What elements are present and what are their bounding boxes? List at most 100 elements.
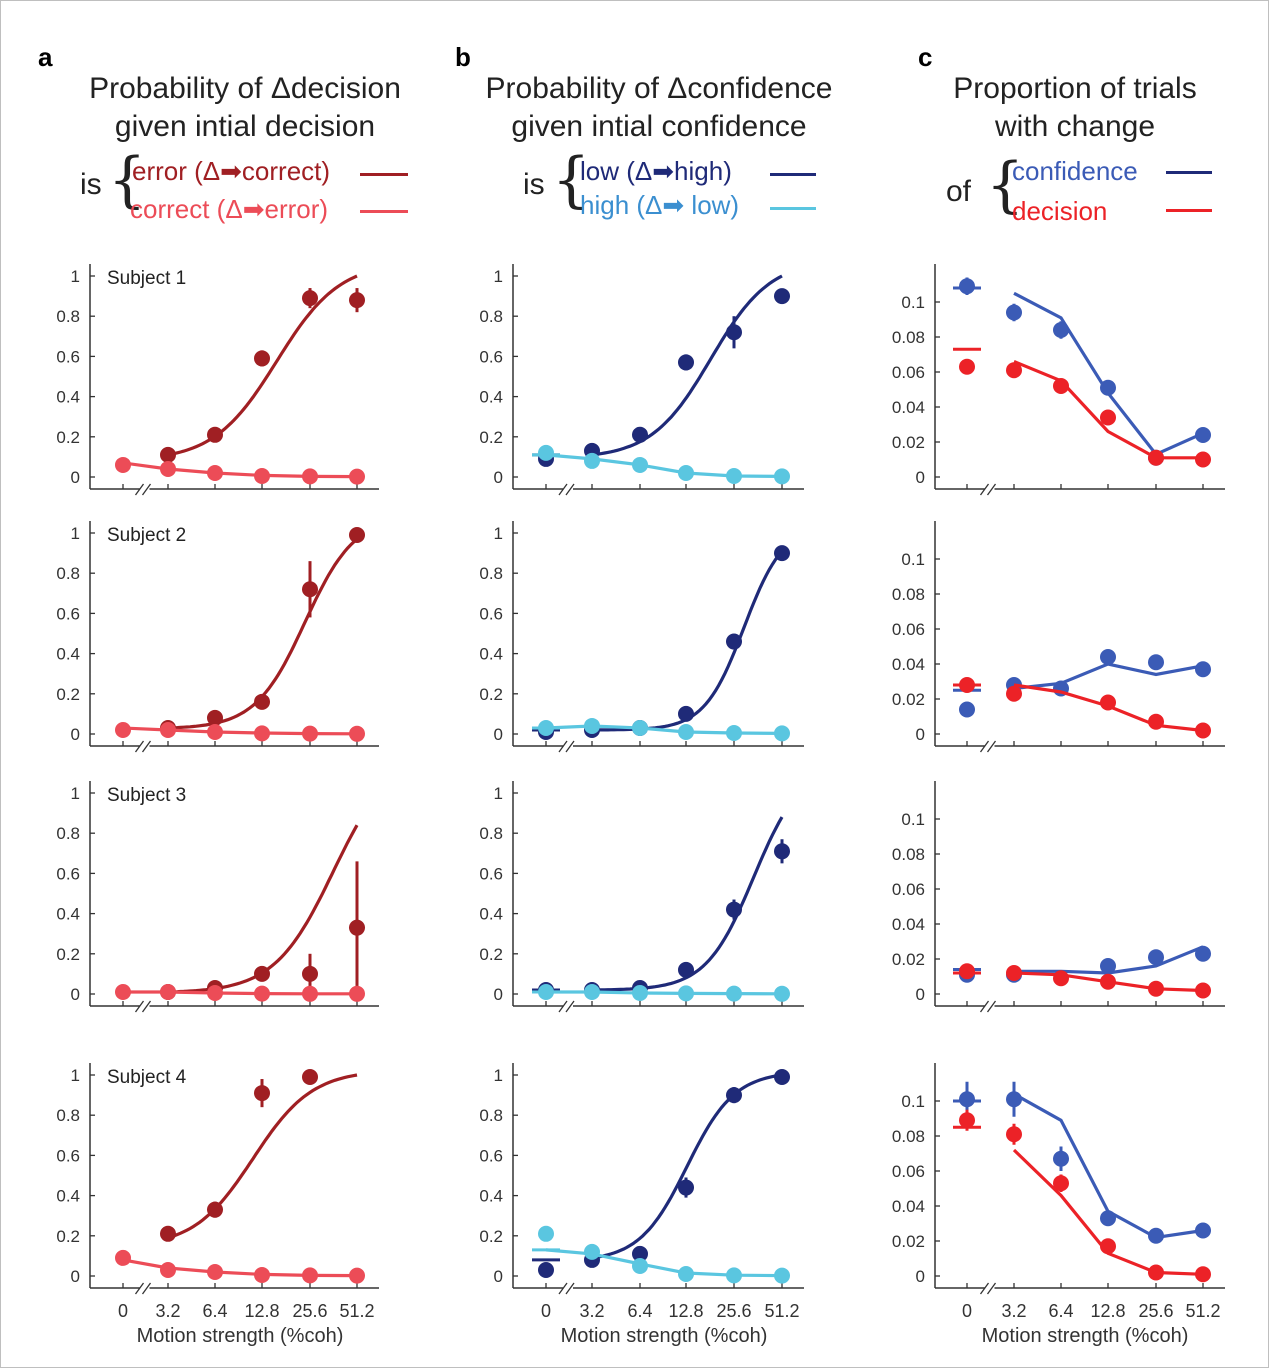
panel-c-s4-ytick-label: 0.06: [892, 1162, 925, 1181]
panel-c-s4-xlabel: Motion strength (%coh): [982, 1325, 1189, 1347]
panel-a-s4-xlabel: Motion strength (%coh): [137, 1325, 344, 1347]
panel-a-s1-data-point: [302, 290, 318, 307]
panel-a-s4-data-point: [115, 1249, 131, 1266]
panel-b-s2-data-point: [678, 705, 694, 722]
panel-b-s4-data-point: [584, 1243, 600, 1260]
panel-c-s4-data-point: [1195, 1222, 1211, 1239]
panel-a-s3-data-point: [160, 983, 176, 1000]
panel-b-s1-data-point: [774, 468, 790, 485]
panel-a-s1-data-point: [207, 464, 223, 481]
panel-b-s3-data-point: [584, 983, 600, 1000]
panel-c-title: Proportion of trials with change: [920, 70, 1230, 146]
panel-c-s2-data-point: [959, 701, 975, 718]
panel-c-s2-data-point: [1195, 722, 1211, 739]
panel-a-s4-fit-line: [122, 1258, 358, 1278]
panel-letter-c: c: [918, 42, 933, 72]
panel-b-s4-ytick-label: 1: [494, 1066, 503, 1085]
panel-c-s1-ytick-label: 0: [916, 468, 925, 487]
panel-a-s4-xtick-label: 3.2: [155, 1301, 180, 1321]
panel-b-s1-data-point: [774, 288, 790, 305]
panel-a-s1-data-point: [254, 350, 270, 367]
panel-a-s3-ytick-label: 0.4: [56, 905, 80, 924]
panel-c-s2-ytick-label: 0.02: [892, 690, 925, 709]
panel-c-s1-data-point: [1100, 379, 1116, 396]
panel-a-s4-ytick-label: 0.4: [56, 1187, 80, 1206]
panel-b-s4-xtick-label: 3.2: [579, 1301, 604, 1321]
panel-b-s4-fit-curve: [591, 1073, 783, 1260]
panel-b-s4-data-point: [726, 1087, 742, 1104]
panel-b-s1-data-point: [538, 444, 554, 461]
panel-a-s1-data-point: [115, 456, 131, 473]
panel-a-s1-fit-line: [122, 461, 358, 479]
panel-a-s1-break-gap: [139, 485, 150, 493]
panel-a-s3-data-point: [302, 985, 318, 1002]
panel-b-s4-break-mark: [558, 1282, 568, 1295]
panel-b-s2-fit-curve: [592, 550, 784, 732]
panel-b-s4-data-point: [678, 1265, 694, 1282]
panel-a-s3-data-point: [349, 985, 365, 1002]
panel-a-s3-ytick-label: 0.8: [56, 824, 80, 843]
panel-b-s4-data-point: [632, 1257, 648, 1274]
panel-a-s2-data-point: [207, 709, 223, 726]
panel-b-s3-ytick-label: 0.2: [479, 945, 503, 964]
panel-b-s2-break-mark: [558, 740, 568, 753]
panel-c-s1-fit-line: [1013, 360, 1203, 460]
panel-c-s4-xtick-label: 25.6: [1138, 1301, 1173, 1321]
panel-a-legend-line-1: [360, 173, 408, 176]
panel-c-s4-data-point: [1148, 1264, 1164, 1281]
panel-b-s1-data-point: [726, 324, 742, 341]
panel-c-s3-data-point: [1195, 945, 1211, 962]
panel-b-legend-brace: {: [552, 145, 591, 215]
panel-b-s1-fit-curve: [591, 274, 783, 457]
panel-a-s2-data-point: [115, 721, 131, 738]
panel-b-s3-data-point: [774, 843, 790, 860]
panel-a-s3-break-mark: [141, 1000, 152, 1013]
panel-c-s4-xtick-label: 0: [962, 1301, 972, 1321]
panel-b-s3-ytick-label: 0.8: [479, 824, 503, 843]
panel-a-title: Probability of Δdecision given intial de…: [60, 70, 430, 146]
panel-c-s3-data-point: [1195, 982, 1211, 999]
panel-a-s4-break-gap: [139, 1284, 150, 1292]
panel-a-s2-ytick-label: 0.6: [56, 604, 80, 623]
panel-a-s3-ytick-label: 0.6: [56, 864, 80, 883]
panel-a-s2-break-mark: [134, 740, 145, 753]
panel-a-s3-data-point: [115, 983, 131, 1000]
panel-a-legend-label-1: error (Δ➡correct): [132, 156, 331, 186]
panel-b-s3-data-point: [678, 985, 694, 1002]
panel-a-s2-ytick-label: 1: [71, 524, 80, 543]
panel-b-s1-ytick-label: 0.2: [479, 428, 503, 447]
panel-c-title-line2: with change: [994, 110, 1156, 143]
panel-c-s4-data-point: [959, 1091, 975, 1108]
panel-c-s4-ytick-label: 0.08: [892, 1127, 925, 1146]
panel-a-s4-data-point: [160, 1261, 176, 1278]
panel-a-legend-word: is: [80, 168, 102, 201]
panel-a-s4-ytick-label: 1: [71, 1066, 80, 1085]
panel-c-s2-ytick-label: 0.1: [901, 550, 925, 569]
panel-c-s4-ytick-label: 0.04: [892, 1197, 925, 1216]
panel-b-s2-data-point: [774, 725, 790, 742]
panel-b-s1-break-mark: [565, 483, 575, 496]
panel-a-s4-data-point: [349, 1267, 365, 1284]
panel-a-s4-ytick-label: 0.8: [56, 1106, 80, 1125]
panel-a-s1-data-point: [160, 446, 176, 463]
panel-c-s2-fit-line: [1013, 662, 1204, 691]
panel-b-s2-data-point: [774, 545, 790, 562]
panel-b-s2-break-gap: [563, 742, 573, 750]
panel-c-s1-data-point: [1053, 378, 1069, 394]
panel-c-s1-ytick-label: 0.06: [892, 363, 925, 382]
panel-b-s3-data-point: [726, 901, 742, 918]
panel-c-s2-ytick-label: 0.04: [892, 655, 925, 674]
panel-a-s4-data-point: [207, 1263, 223, 1280]
panel-a-s2-data-point: [254, 725, 270, 742]
panel-a-s1-data-point: [160, 460, 176, 477]
panel-c-s4-data-point: [1148, 1227, 1164, 1244]
panel-b-s3-ytick-label: 1: [494, 784, 503, 803]
panel-c-s3-break-mark: [979, 1000, 990, 1013]
panel-a-s3-data-point: [302, 965, 318, 982]
panel-b-legend-label-1: low (Δ➡high): [580, 156, 732, 186]
panel-a-s3-data-point: [254, 965, 270, 982]
panel-b-s2-ytick-label: 0.6: [479, 604, 503, 623]
panel-c-s1-data-point: [1148, 449, 1164, 466]
panel-b-s2-break-mark: [565, 740, 575, 753]
